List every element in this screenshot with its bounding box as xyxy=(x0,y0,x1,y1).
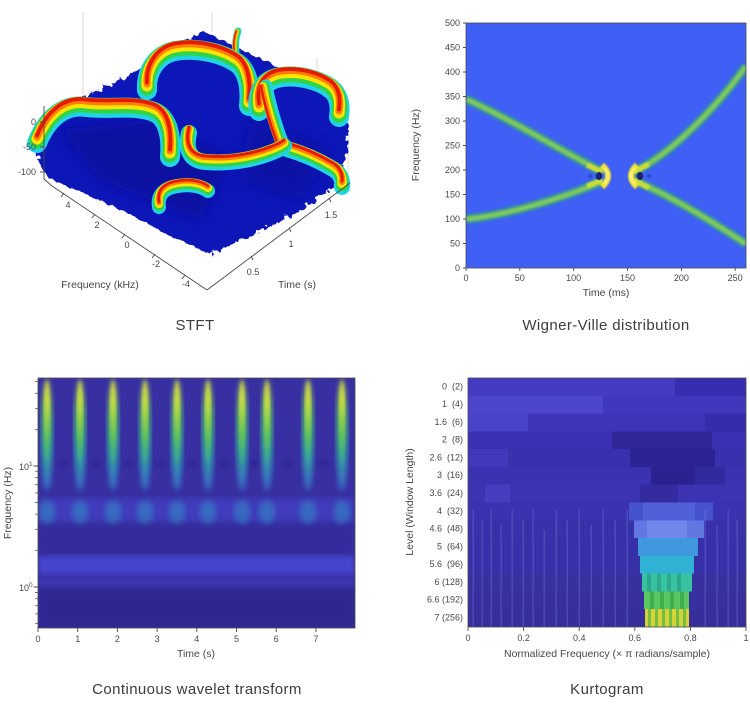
cwt-ylabel: Frequency (Hz) xyxy=(2,467,14,539)
cwt-xtick-6: 6 xyxy=(274,634,279,644)
cwt-caption: Continuous wavelet transform xyxy=(92,681,302,698)
kurtogram-xtick-2: 0.4 xyxy=(573,633,586,643)
stft-ttick-05: 0.5 xyxy=(247,267,260,277)
wvd-ytick-6: 300 xyxy=(445,116,460,126)
wvd-ytick-1: 50 xyxy=(450,239,460,249)
kurtogram-heatmap xyxy=(467,377,747,628)
wvd-ylabel: Frequency (Hz) xyxy=(410,109,422,181)
wvd-dark-core-right xyxy=(636,172,644,180)
wvd-ytick-5: 250 xyxy=(445,141,460,151)
kurtogram-ytick-8: 4.6 (48) xyxy=(429,524,463,534)
cwt-y-axis: 101 100 Frequency (Hz) xyxy=(2,381,38,624)
wvd-xtick-0: 0 xyxy=(463,273,468,283)
cwt-xtick-2: 2 xyxy=(115,634,120,644)
cwt-y-minor-ticks xyxy=(35,381,38,624)
stft-ztick-2: -100 xyxy=(18,167,36,177)
wvd-caption: Wigner-Ville distribution xyxy=(522,317,690,334)
cwt-ytick-10e1: 101 xyxy=(19,461,33,472)
stft-ftick-m2: -2 xyxy=(152,259,160,269)
stft-ftick-2: 2 xyxy=(94,220,99,230)
wvd-xtick-2: 100 xyxy=(566,273,581,283)
cwt-panel: 101 100 Frequency (Hz) 0 1 2 3 4 5 6 7 T… xyxy=(0,360,375,682)
wvd-xtick-5: 250 xyxy=(728,273,743,283)
wvd-xlabel: Time (ms) xyxy=(583,287,630,299)
kurtogram-ytick-1: 1 (4) xyxy=(442,399,463,409)
stft-time-axis: 0.5 1 1.5 Time (s) xyxy=(206,182,351,291)
cwt-xtick-7: 7 xyxy=(313,634,318,644)
cwt-xtick-0: 0 xyxy=(35,634,40,644)
kurtogram-ytick-12: 6.6 (192) xyxy=(427,595,463,605)
cwt-heatmap xyxy=(37,377,356,629)
ridge-top-spike xyxy=(234,31,238,52)
stft-z-axis: 0 -50 -100 xyxy=(18,106,53,187)
kurtogram-ytick-13: 7 (256) xyxy=(434,612,463,622)
kurtogram-caption: Kurtogram xyxy=(570,681,644,698)
kurtogram-xtick-4: 0.8 xyxy=(684,633,697,643)
kurtogram-xtick-0: 0 xyxy=(465,633,470,643)
kurtogram-ytick-4: 2.6 (12) xyxy=(429,452,463,462)
stft-ttick-15: 1.5 xyxy=(325,210,338,220)
kurtogram-xtick-3: 0.6 xyxy=(629,633,642,643)
kurtogram-plot-canvas: 0 (2) 1 (4) 1.6 (6) 2 (8) 2.6 (12) 3 (16… xyxy=(404,377,749,660)
wvd-y-axis: 0 50 100 150 200 250 300 350 400 450 500… xyxy=(410,18,466,273)
kurtogram-panel: 0 (2) 1 (4) 1.6 (6) 2 (8) 2.6 (12) 3 (16… xyxy=(375,360,750,682)
wvd-panel: 0 50 100 150 200 250 300 350 400 450 500… xyxy=(375,0,750,318)
wvd-ytick-9: 450 xyxy=(445,43,460,53)
wvd-ytick-3: 150 xyxy=(445,190,460,200)
cwt-xtick-3: 3 xyxy=(155,634,160,644)
cwt-xtick-1: 1 xyxy=(75,634,80,644)
kurtogram-x-axis: 0 0.2 0.4 0.6 0.8 1 Normalized Frequency… xyxy=(465,627,749,660)
wvd-ytick-2: 100 xyxy=(445,214,460,224)
wvd-xtick-3: 150 xyxy=(620,273,635,283)
cwt-ytick-10e0: 100 xyxy=(19,582,33,593)
kurtogram-ytick-9: 5 (64) xyxy=(437,541,463,551)
wvd-heatmap xyxy=(465,22,747,269)
stft-ttick-1: 1 xyxy=(288,239,293,249)
cwt-xtick-5: 5 xyxy=(234,634,239,644)
stft-frequency-axis: 4 2 0 -2 -4 Frequency (kHz) xyxy=(51,185,208,291)
kurtogram-ytick-11: 6 (128) xyxy=(434,577,463,587)
wvd-xtick-1: 50 xyxy=(515,273,525,283)
stft-panel: 0 -50 -100 4 2 0 -2 -4 Frequency (kHz) 0… xyxy=(0,0,375,318)
wvd-ytick-4: 200 xyxy=(445,165,460,175)
kurtogram-ytick-3: 2 (8) xyxy=(442,435,463,445)
cwt-xtick-4: 4 xyxy=(194,634,199,644)
kurtogram-ytick-6: 3.6 (24) xyxy=(429,488,463,498)
kurtogram-ytick-5: 3 (16) xyxy=(437,470,463,480)
kurtogram-y-axis: 0 (2) 1 (4) 1.6 (6) 2 (8) 2.6 (12) 3 (16… xyxy=(404,381,463,622)
wvd-x-axis: 0 50 100 150 200 250 Time (ms) xyxy=(463,268,743,299)
cwt-xlabel: Time (s) xyxy=(177,648,215,660)
stft-xlabel: Time (s) xyxy=(278,279,316,291)
kurtogram-ylabel: Level (Window Length) xyxy=(404,448,416,555)
kurtogram-ytick-7: 4 (32) xyxy=(437,506,463,516)
stft-caption: STFT xyxy=(175,317,215,334)
kurtogram-noise-streaks xyxy=(472,510,738,627)
wvd-xtick-4: 200 xyxy=(674,273,689,283)
kurtogram-xtick-5: 1 xyxy=(743,633,748,643)
wvd-ytick-10: 500 xyxy=(445,18,460,28)
cwt-x-axis: 0 1 2 3 4 5 6 7 Time (s) xyxy=(35,628,318,660)
wvd-crossing-interference xyxy=(585,161,651,191)
kurtogram-ytick-0: 0 (2) xyxy=(442,381,463,391)
wvd-plot-canvas: 0 50 100 150 200 250 300 350 400 450 500… xyxy=(410,18,747,299)
stft-ftick-m4: -4 xyxy=(182,279,190,289)
kurtogram-xtick-1: 0.2 xyxy=(517,633,530,643)
stft-plot-canvas: 0 -50 -100 4 2 0 -2 -4 Frequency (kHz) 0… xyxy=(18,12,351,291)
kurtogram-xlabel: Normalized Frequency (× π radians/sample… xyxy=(504,648,710,660)
stft-ztick-1: -50 xyxy=(23,142,36,152)
kurtogram-ytick-2: 1.6 (6) xyxy=(434,417,463,427)
stft-ylabel: Frequency (kHz) xyxy=(61,279,139,291)
wvd-ytick-8: 400 xyxy=(445,67,460,77)
cwt-interplume-speckles xyxy=(58,459,330,469)
cwt-plot-canvas: 101 100 Frequency (Hz) 0 1 2 3 4 5 6 7 T… xyxy=(2,377,356,660)
stft-ftick-4: 4 xyxy=(65,200,70,210)
stft-ztick-0: 0 xyxy=(31,117,36,127)
wvd-dark-core-left xyxy=(595,172,603,180)
wvd-ytick-0: 0 xyxy=(455,263,460,273)
wvd-ytick-7: 350 xyxy=(445,92,460,102)
stft-ftick-0: 0 xyxy=(124,240,129,250)
kurtogram-ytick-10: 5.6 (96) xyxy=(429,559,463,569)
